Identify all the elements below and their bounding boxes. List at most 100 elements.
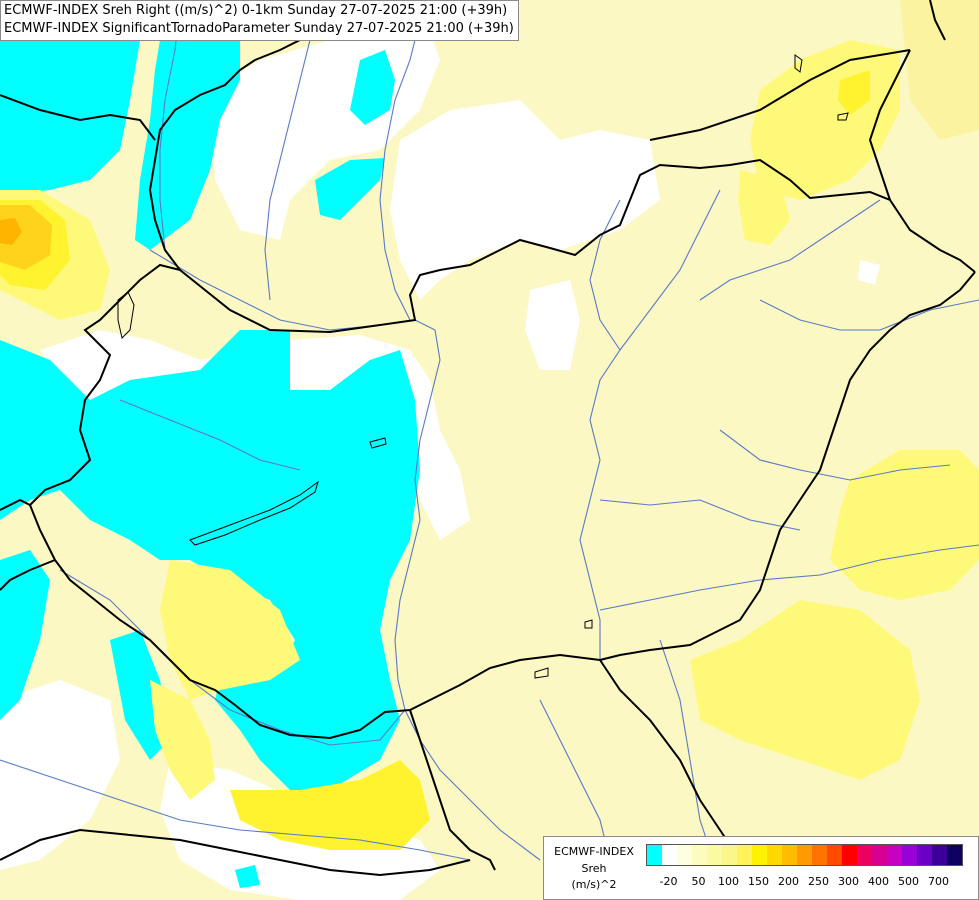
lake-balaton bbox=[189, 480, 319, 546]
map-title: ECMWF-INDEX Sreh Right ((m/s)^2) 0-1km S… bbox=[0, 0, 519, 41]
legend-tick-label: 400 bbox=[868, 875, 889, 888]
yellow-region-south-west bbox=[160, 560, 300, 700]
cyan-region-tiny-south bbox=[235, 865, 260, 888]
legend-tick-label: 50 bbox=[691, 875, 706, 888]
white-region-east bbox=[858, 260, 880, 285]
legend-swatch bbox=[677, 845, 692, 865]
rivers bbox=[0, 0, 979, 881]
border-hungary-east bbox=[599, 271, 976, 661]
small-feature-2 bbox=[837, 112, 849, 121]
river-drava bbox=[59, 569, 406, 746]
legend-tick-label: 100 bbox=[718, 875, 739, 888]
yellow-region-southeast bbox=[690, 600, 920, 780]
border-hungary-south bbox=[54, 559, 601, 740]
yellow-region-northwest-hot bbox=[0, 218, 22, 245]
river-sava bbox=[0, 759, 471, 861]
legend-tick-label: 250 bbox=[808, 875, 829, 888]
legend-swatch bbox=[767, 845, 782, 865]
legend-tick-label: 500 bbox=[898, 875, 919, 888]
river-maros bbox=[599, 544, 979, 611]
legend-swatch bbox=[827, 845, 842, 865]
river-east-2 bbox=[759, 299, 979, 331]
river-vah bbox=[264, 0, 311, 301]
lake-small-east bbox=[584, 619, 593, 629]
river-hron bbox=[379, 19, 421, 321]
small-feature-1 bbox=[794, 54, 803, 73]
legend-source-label: ECMWF-INDEX bbox=[554, 845, 634, 858]
river-tisza-upper bbox=[699, 199, 881, 301]
cyan-region-north-band bbox=[135, 20, 240, 250]
river-south-mid bbox=[539, 699, 611, 861]
yellow-region-east bbox=[830, 450, 979, 600]
lake-velence bbox=[369, 437, 387, 449]
river-koros bbox=[599, 499, 801, 531]
title-line-helicity: ECMWF-INDEX Sreh Right ((m/s)^2) 0-1km S… bbox=[4, 3, 508, 18]
border-ukraine-top bbox=[929, 0, 946, 41]
small-features bbox=[794, 54, 849, 121]
river-raba bbox=[119, 399, 301, 471]
legend-color-scale bbox=[646, 844, 963, 866]
border-slovenia-austria bbox=[0, 498, 31, 511]
legend-swatch bbox=[857, 845, 872, 865]
legend-swatch bbox=[797, 845, 812, 865]
lakes bbox=[117, 291, 593, 679]
legend-swatch bbox=[842, 845, 857, 865]
border-austria-czech bbox=[0, 94, 156, 141]
legend-swatch bbox=[692, 845, 707, 865]
legend-tick-label: -20 bbox=[659, 875, 678, 888]
legend-swatch bbox=[782, 845, 797, 865]
cyan-region-top-blob bbox=[350, 50, 395, 125]
yellow-regions bbox=[0, 0, 979, 850]
white-region-mid bbox=[525, 280, 580, 370]
legend-swatch bbox=[707, 845, 722, 865]
legend-tick-label: 700 bbox=[928, 875, 949, 888]
border-slovakia-austria bbox=[148, 59, 256, 271]
white-region-north bbox=[390, 100, 660, 300]
legend-swatch bbox=[902, 845, 917, 865]
cyan-region-mid-blob bbox=[315, 158, 385, 220]
legend-tick-label: 300 bbox=[838, 875, 859, 888]
legend-swatch bbox=[647, 845, 662, 865]
legend-unit-label: (m/s)^2 bbox=[571, 878, 617, 891]
legend-swatch bbox=[722, 845, 737, 865]
border-slovakia-ukraine bbox=[868, 49, 911, 201]
yellow-region-south-left bbox=[150, 680, 215, 800]
legend-swatch bbox=[737, 845, 752, 865]
title-line-tornado: ECMWF-INDEX SignificantTornadoParameter … bbox=[4, 21, 514, 36]
legend-swatch bbox=[917, 845, 932, 865]
river-danube-bend bbox=[394, 319, 441, 711]
legend-swatch bbox=[887, 845, 902, 865]
cyan-regions bbox=[0, 0, 420, 888]
river-morava bbox=[159, 0, 181, 251]
legend-swatch bbox=[752, 845, 767, 865]
river-east-1 bbox=[719, 429, 951, 481]
cyan-region-northwest bbox=[0, 0, 150, 195]
border-poland-slovakia bbox=[649, 49, 911, 141]
yellow-region-ne-top bbox=[900, 0, 979, 140]
border-croatia-serbia bbox=[409, 709, 496, 871]
yellow-region-northeast-core bbox=[838, 70, 870, 115]
legend-swatch bbox=[932, 845, 947, 865]
legend-swatch bbox=[872, 845, 887, 865]
border-bosnia bbox=[0, 828, 471, 877]
legend-swatch bbox=[662, 845, 677, 865]
legend-tick-label: 150 bbox=[748, 875, 769, 888]
color-legend: ECMWF-INDEX Sreh (m/s)^2 -20 50 100 150 200 2… bbox=[543, 836, 979, 900]
cyan-region-west-large bbox=[0, 330, 420, 790]
white-region-southwest bbox=[0, 680, 120, 870]
border-hungary-north bbox=[179, 158, 976, 334]
legend-swatch bbox=[947, 845, 962, 865]
lake-small-south bbox=[534, 667, 549, 679]
yellow-region-south-core bbox=[230, 760, 430, 850]
cyan-region-southwest-lobe bbox=[0, 550, 50, 720]
legend-parameter-label: Sreh bbox=[581, 862, 607, 875]
legend-swatch bbox=[812, 845, 827, 865]
legend-tick-label: 200 bbox=[778, 875, 799, 888]
border-hungary-west bbox=[28, 263, 181, 561]
river-sajo bbox=[589, 199, 621, 351]
river-tisza bbox=[579, 189, 721, 660]
yellow-region-north-mid bbox=[738, 170, 790, 245]
border-slovenia-croatia bbox=[0, 559, 56, 591]
